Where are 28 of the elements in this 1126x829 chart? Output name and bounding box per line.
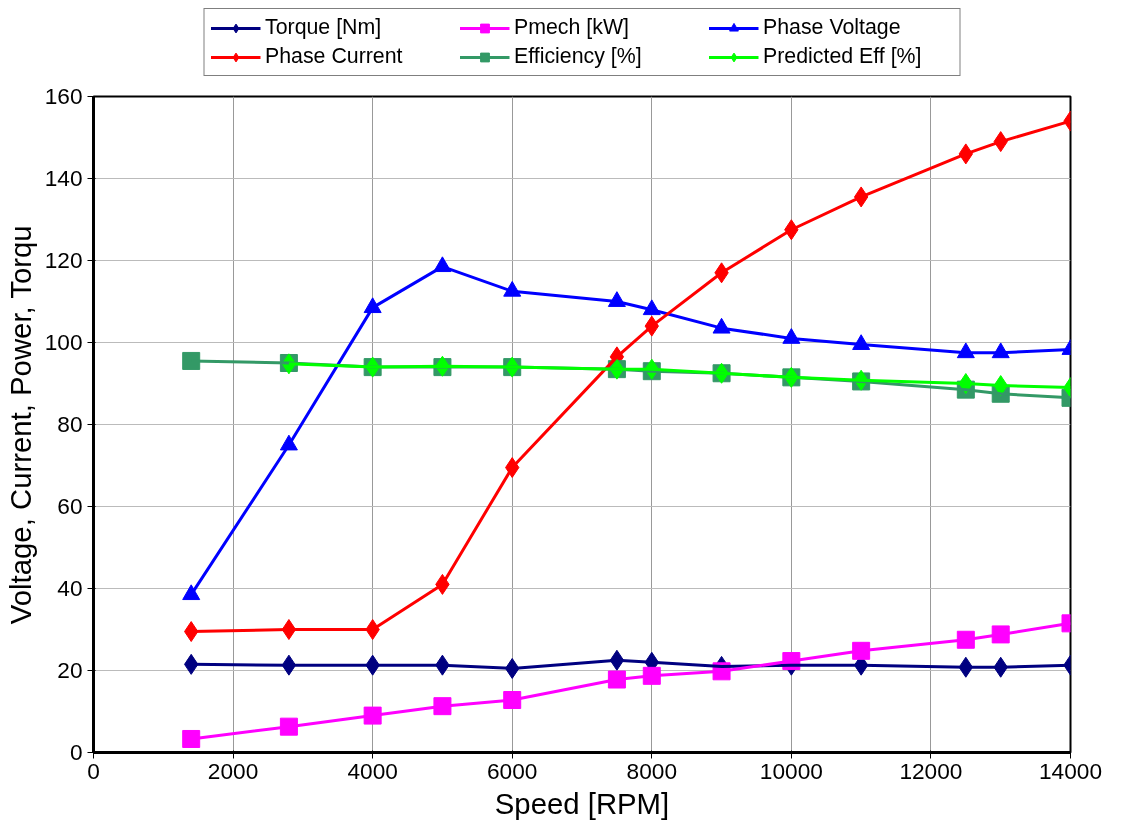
x-tick-label: 4000 <box>347 757 398 784</box>
legend-label: Phase Voltage <box>763 15 902 40</box>
point <box>182 729 201 748</box>
y-tick-label: 80 <box>57 411 83 437</box>
x-tick-label: 6000 <box>487 757 538 784</box>
legend-label: Torque [Nm] <box>265 15 383 40</box>
x-axis-title: Speed [RPM] <box>494 786 670 820</box>
x-tick-label: 2000 <box>207 757 259 784</box>
y-tick-label: 160 <box>44 83 83 109</box>
legend-label: Phase Current <box>265 44 404 69</box>
point <box>182 351 201 370</box>
point <box>363 706 382 725</box>
x-tick-label: 8000 <box>626 757 677 784</box>
y-tick-label: 60 <box>57 493 83 519</box>
y-tick-label: 140 <box>44 165 83 191</box>
y-tick-label: 0 <box>69 739 83 765</box>
y-tick-label: 40 <box>57 575 83 601</box>
legend-label: Pmech [kW] <box>514 15 630 40</box>
y-tick-label: 20 <box>57 657 83 683</box>
y-tick-label: 100 <box>44 329 83 355</box>
legend-label: Predicted Eff [%] <box>763 44 923 69</box>
x-tick-label: 10000 <box>759 757 823 784</box>
x-tick-label: 14000 <box>1039 757 1103 784</box>
legend-label: Efficiency [%] <box>514 44 643 69</box>
y-tick-label: 120 <box>44 247 83 273</box>
x-tick-label: 12000 <box>899 757 963 784</box>
y-axis-title: Voltage, Current, Power, Torqu <box>3 225 37 625</box>
x-tick-label: 0 <box>87 757 100 784</box>
